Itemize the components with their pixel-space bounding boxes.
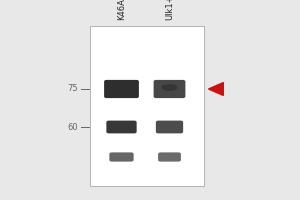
FancyBboxPatch shape: [110, 152, 134, 162]
FancyBboxPatch shape: [104, 80, 139, 98]
FancyBboxPatch shape: [154, 80, 185, 98]
FancyBboxPatch shape: [158, 152, 181, 162]
Text: 60: 60: [68, 122, 78, 132]
Text: 75: 75: [68, 84, 78, 93]
Bar: [90, 26, 204, 186]
Text: K46A+Atg13: K46A+Atg13: [117, 0, 126, 20]
Ellipse shape: [161, 84, 178, 91]
Text: Ulk1+Atg13: Ulk1+Atg13: [165, 0, 174, 20]
Polygon shape: [208, 83, 223, 95]
FancyBboxPatch shape: [106, 121, 137, 133]
FancyBboxPatch shape: [156, 121, 183, 133]
